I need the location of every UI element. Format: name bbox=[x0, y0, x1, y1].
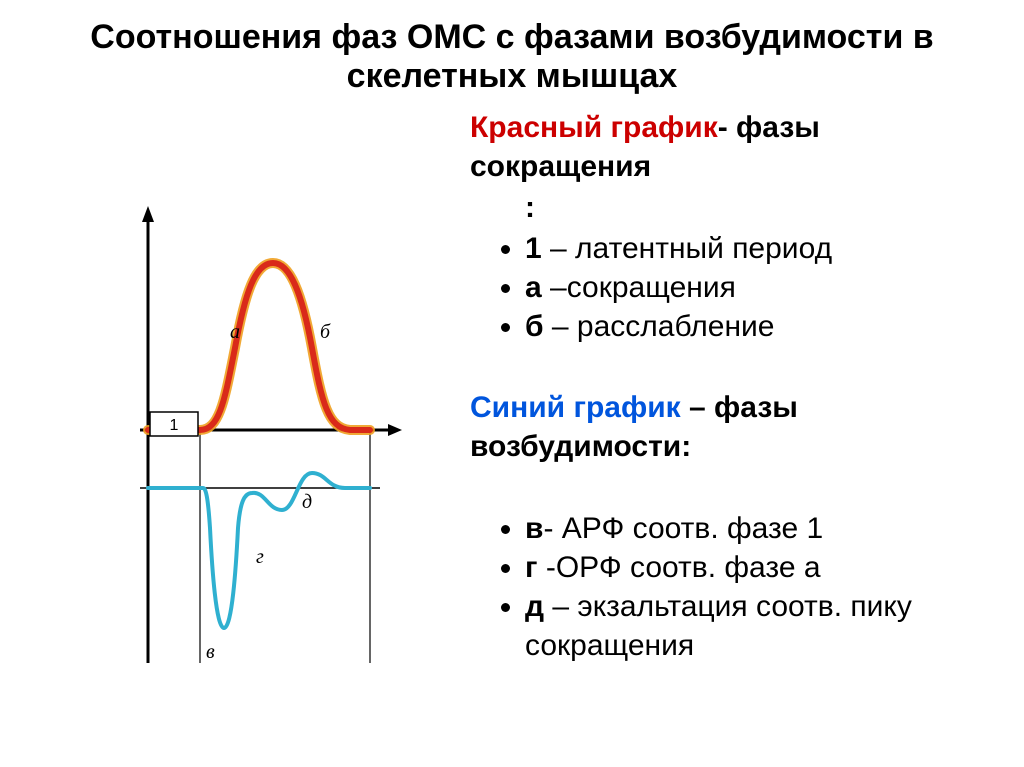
red-item-1: 1 – латентный период bbox=[525, 229, 994, 268]
svg-text:а: а bbox=[230, 321, 240, 343]
svg-text:1: 1 bbox=[170, 417, 179, 434]
red-bullets: 1 – латентный период а –сокращения б – р… bbox=[470, 229, 994, 346]
red-colon-line: : bbox=[470, 188, 994, 227]
blue-lead: Синий график bbox=[470, 391, 681, 424]
red-header: Красный график- фазы сокращения bbox=[470, 108, 994, 186]
red-item-b: б – расслабление bbox=[525, 307, 994, 346]
blue-item-d: д – экзальтация соотв. пику сокращения bbox=[525, 587, 994, 665]
blue-item-g: г -ОРФ соотв. фазе а bbox=[525, 548, 994, 587]
red-lead: Красный график bbox=[470, 111, 718, 144]
legend-text: Красный график- фазы сокращения : 1 – ла… bbox=[470, 108, 994, 677]
blue-item-v: в- АРФ соотв. фазе 1 bbox=[525, 509, 994, 548]
chart-area: 1 а б в г д bbox=[30, 108, 450, 668]
slide-title: Соотношения фаз ОМС с фазами возбудимост… bbox=[30, 18, 994, 96]
blue-header: Синий график – фазы возбудимости: bbox=[470, 388, 994, 466]
blue-bullets: в- АРФ соотв. фазе 1 г -ОРФ соотв. фазе … bbox=[470, 509, 994, 665]
svg-text:г: г bbox=[256, 546, 264, 568]
phase-chart: 1 а б в г д bbox=[70, 168, 410, 668]
svg-text:д: д bbox=[302, 491, 312, 513]
svg-text:б: б bbox=[320, 321, 331, 343]
svg-text:в: в bbox=[206, 641, 215, 663]
red-item-a: а –сокращения bbox=[525, 268, 994, 307]
